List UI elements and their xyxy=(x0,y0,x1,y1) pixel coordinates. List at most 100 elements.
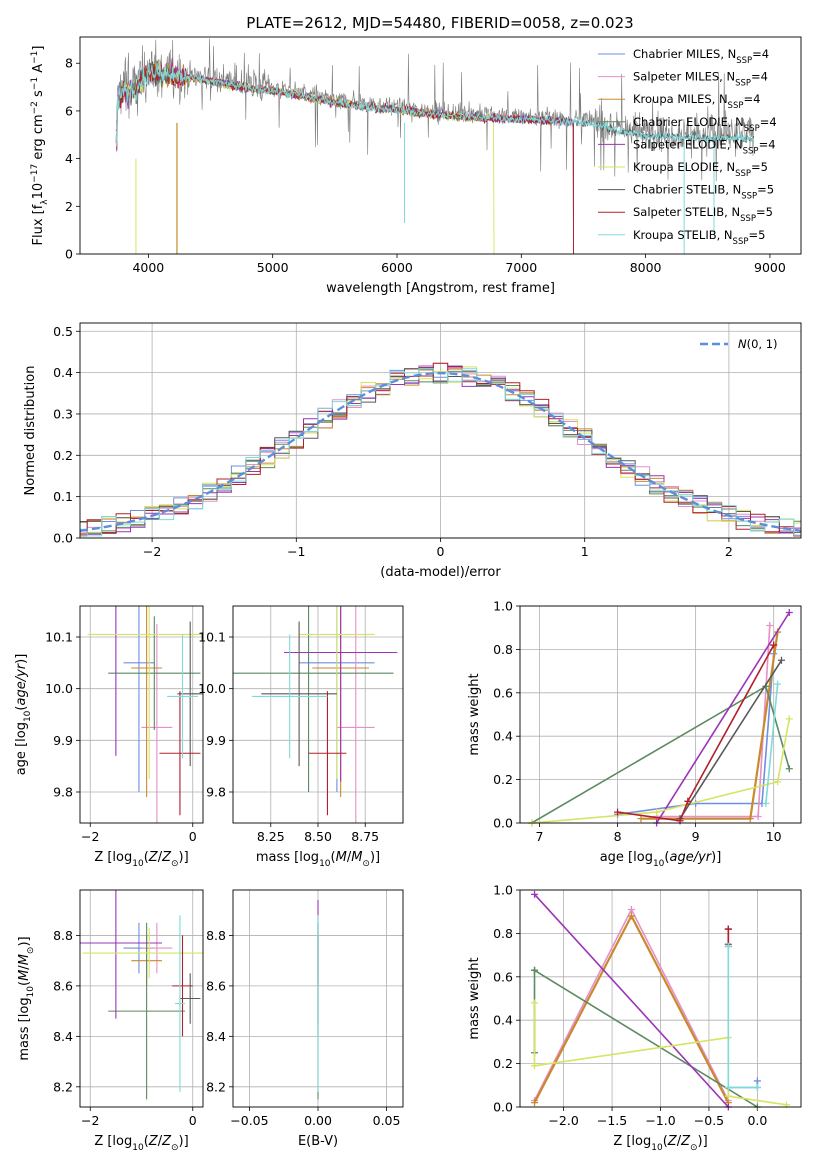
x-tick-label: 1 xyxy=(581,544,589,559)
mass-weight-line xyxy=(531,718,791,823)
mass-vs-Z-x-axis-label: Z [log10(Z/Z⊙)] xyxy=(94,1134,188,1153)
mass-weight-marker xyxy=(614,808,622,816)
age-vs-Z-y-axis-label: age [log10(age/yr)] xyxy=(14,654,33,776)
y-tick-label: 8.8 xyxy=(53,928,73,943)
legend-entry: Salpeter STELIB, NSSP=5 xyxy=(633,205,773,224)
y-tick-label: 8.6 xyxy=(206,978,226,993)
mass-weight-marker xyxy=(785,609,793,617)
x-tick-label: 8.25 xyxy=(257,829,285,844)
gaussian-legend-label: N(0, 1) xyxy=(738,337,778,351)
legend-entry: Salpeter MILES, NSSP=4 xyxy=(633,70,768,89)
y-tick-label: 0.4 xyxy=(53,365,73,380)
x-tick-label: 8000 xyxy=(630,260,662,275)
mass-weight-marker xyxy=(531,1062,539,1070)
mass-weight-vs-age-x-axis-label: age [log10(age/yr)] xyxy=(600,850,722,869)
y-tick-label: 1.0 xyxy=(493,883,513,898)
y-tick-label: 0.6 xyxy=(493,685,513,700)
y-tick-label: 10.0 xyxy=(45,681,73,696)
y-tick-label: 0.6 xyxy=(493,969,513,984)
mass-weight-marker xyxy=(653,808,661,816)
mass-vs-EBV-frame xyxy=(232,889,404,1108)
y-tick-label: 0.2 xyxy=(493,1056,513,1071)
y-tick-label: 0 xyxy=(65,247,73,262)
y-tick-label: 0.2 xyxy=(53,448,73,463)
legend-entry: Chabrier MILES, NSSP=4 xyxy=(633,47,769,66)
mass-weight-vs-Z-axes xyxy=(516,889,801,1111)
mass-weight-marker xyxy=(724,925,732,933)
x-tick-label: 0 xyxy=(189,1113,197,1128)
x-tick-label: 8.75 xyxy=(351,829,379,844)
legend-entry: Chabrier ELODIE, NSSP=4 xyxy=(633,115,777,134)
mass-weight-marker xyxy=(754,812,762,820)
legend-entry: Kroupa STELIB, NSSP=5 xyxy=(633,228,765,247)
legend-entry: Salpeter ELODIE, NSSP=4 xyxy=(633,137,776,156)
x-tick-label: −1 xyxy=(287,544,305,559)
mass-weight-marker xyxy=(762,799,770,807)
mass-weight-marker xyxy=(684,797,692,805)
mass-weight-marker xyxy=(531,999,539,1007)
y-tick-label: 0.4 xyxy=(493,1013,513,1028)
figure-title: PLATE=2612, MJD=54480, FIBERID=0058, z=0… xyxy=(246,14,633,32)
y-tick-label: 0.0 xyxy=(53,531,73,546)
mass-weight-marker xyxy=(753,1083,761,1091)
mass-weight-marker xyxy=(724,1083,732,1091)
age-vs-mass-frame xyxy=(232,605,404,824)
mass-vs-Z-frame xyxy=(79,889,204,1108)
mass-weight-marker xyxy=(531,1099,539,1107)
legend-entry: Kroupa MILES, NSSP=4 xyxy=(633,92,760,111)
y-tick-label: 10.0 xyxy=(198,681,226,696)
mass-vs-EBV-axes xyxy=(229,890,403,1111)
spectrum-model-line xyxy=(115,60,755,145)
mass-weight-line xyxy=(617,644,775,822)
y-tick-label: 0.1 xyxy=(53,489,73,504)
x-tick-label: 8.50 xyxy=(304,829,332,844)
age-vs-Z-axes xyxy=(76,606,203,827)
mass-weight-marker xyxy=(531,966,539,974)
x-tick-label: −1.0 xyxy=(645,1113,675,1128)
mass-weight-line xyxy=(533,893,729,1107)
y-tick-label: 0.0 xyxy=(493,816,513,831)
x-tick-label: 6000 xyxy=(381,260,413,275)
mass-weight-marker xyxy=(770,641,778,649)
spectrum-frame xyxy=(79,36,802,255)
mass-weight-line xyxy=(727,946,758,1089)
residuals-x-axis-label: (data-model)/error xyxy=(380,565,501,580)
mass-weight-line xyxy=(765,684,779,804)
legend-entry: Chabrier STELIB, NSSP=5 xyxy=(633,183,774,202)
mass-weight-marker xyxy=(753,1077,761,1085)
x-tick-label: 0 xyxy=(189,829,197,844)
mass-weight-line xyxy=(641,631,779,820)
y-tick-label: 0.5 xyxy=(53,324,73,339)
y-tick-label: 6 xyxy=(65,103,73,118)
mass-weight-vs-Z-x-axis-label: Z [log10(Z/Z⊙)] xyxy=(613,1134,707,1153)
y-tick-label: 0.3 xyxy=(53,406,73,421)
mass-weight-marker xyxy=(531,890,539,898)
spectrum-y-axis-label: Flux [fλ10−17 erg cm−2 s−1 A−1] xyxy=(30,46,50,246)
mass-weight-marker xyxy=(637,815,645,823)
spectrum-x-axis-label: wavelength [Angstrom, rest frame] xyxy=(326,281,555,296)
y-tick-label: 10.1 xyxy=(198,630,226,645)
mass-vs-Z-axes xyxy=(76,890,203,1111)
residuals-frame xyxy=(79,322,802,539)
y-tick-label: 1.0 xyxy=(493,599,513,614)
y-tick-label: 9.9 xyxy=(206,733,226,748)
mass-weight-vs-Z-frame xyxy=(519,889,802,1108)
mass-weight-line xyxy=(727,1081,759,1097)
mass-weight-marker xyxy=(774,680,782,688)
mass-weight-marker xyxy=(724,1092,732,1100)
y-tick-label: 8.4 xyxy=(206,1029,226,1044)
y-tick-label: 9.9 xyxy=(53,733,73,748)
y-tick-label: 0.4 xyxy=(493,729,513,744)
mass-weight-marker xyxy=(724,942,732,950)
residuals-y-axis-label: Normed distribution xyxy=(23,366,38,496)
y-tick-label: 0.8 xyxy=(493,926,513,941)
x-tick-label: 7 xyxy=(536,829,544,844)
x-tick-label: 0.0 xyxy=(747,1113,767,1128)
mass-weight-vs-age-y-axis-label: mass weight xyxy=(467,673,482,755)
x-tick-label: −2 xyxy=(81,1113,99,1128)
y-tick-label: 8.4 xyxy=(53,1029,73,1044)
x-tick-label: 5000 xyxy=(257,260,289,275)
mass-weight-vs-age-frame xyxy=(519,605,802,824)
mass-weight-marker xyxy=(746,815,754,823)
